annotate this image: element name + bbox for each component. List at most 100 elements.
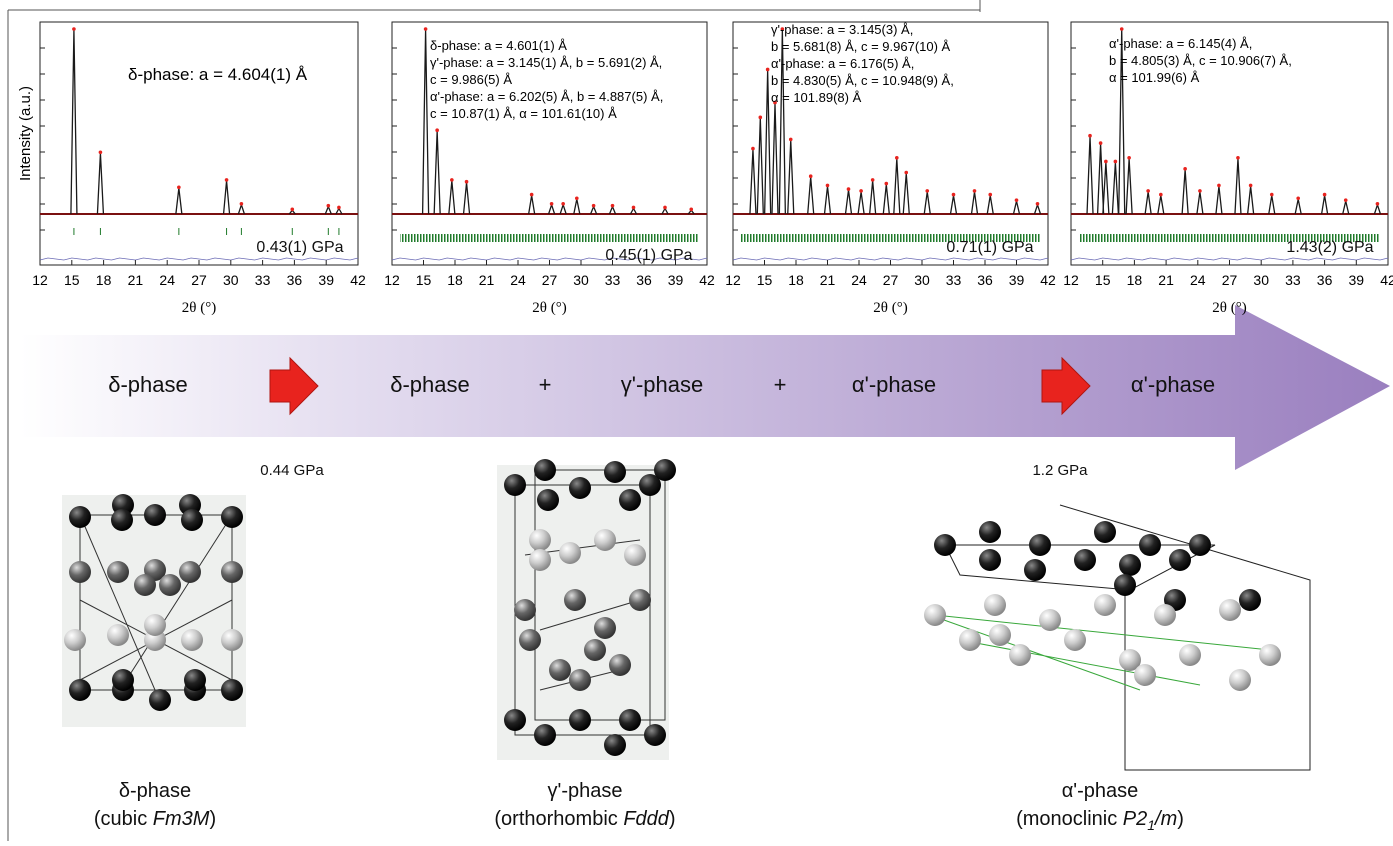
atom [654,459,676,481]
observed-point [549,202,554,206]
phase-label: α'-phase [852,372,936,397]
atom [1024,559,1046,581]
observed-point [1119,27,1124,31]
atom [107,561,129,583]
peak [857,191,865,215]
atom [64,629,86,651]
observed-point [751,146,755,151]
peak [1157,195,1165,215]
observed-point [758,115,763,120]
symmetry: Fddd [623,808,669,830]
peak [787,140,795,215]
atom [594,617,616,639]
peak [1320,195,1329,215]
x-tick-label: 36 [1317,272,1333,288]
atom [644,724,666,746]
observed-point [788,137,793,142]
crystal-structures [64,459,1311,771]
x-tick-label: 42 [1040,272,1056,288]
x-tick-label: 24 [1190,272,1206,288]
atom [69,506,91,528]
observed-point [1375,202,1380,206]
phase-label: δ-phase [108,372,188,397]
x-tick-label: 18 [96,272,112,288]
annotation: α'-phase: a = 6.145(4) Å, [1109,36,1252,51]
atom [604,734,626,756]
atom [111,509,133,531]
x-tick-label: 21 [128,272,144,288]
x-tick-label: 33 [255,272,271,288]
observed-point [72,27,76,31]
peak [70,29,78,215]
observed-point [591,203,596,208]
caption-text: ) [1177,808,1184,830]
peak [237,202,246,215]
observed-point [765,67,770,72]
peak [175,188,183,215]
x-tick-label: 27 [883,272,899,288]
peak [771,103,779,215]
x-tick-label: 12 [725,272,741,288]
observed-point [1217,183,1221,188]
peak [1196,191,1204,215]
atom [1229,669,1251,691]
caption-text: ) [209,808,216,830]
x-tick-label: 33 [605,272,621,288]
annotation: δ-phase: a = 4.604(1) Å [128,65,308,84]
structure-caption: (orthorhombic Fddd) [494,808,675,830]
observed-point [326,203,331,208]
atom [1169,549,1191,571]
observed-point [780,27,785,31]
atom [1119,554,1141,576]
peak [970,191,979,215]
peak [433,131,441,215]
structure-name: γ'-phase [548,780,623,802]
x-tick-label: 42 [1380,272,1393,288]
transition-arrow [1041,356,1091,416]
x-tick-label: 33 [946,272,962,288]
peak [882,184,890,215]
atom [1189,534,1211,556]
peak [1096,144,1105,215]
caption-text: (monoclinic [1016,808,1123,830]
observed-point [808,174,813,178]
atom [69,679,91,701]
atom [594,529,616,551]
observed-point [450,178,454,182]
atom [504,709,526,731]
atom [1009,644,1031,666]
x-tick-label: 36 [977,272,993,288]
observed-point [98,150,103,155]
y-axis-label: Intensity (a.u.) [17,86,34,181]
peak [902,173,910,215]
observed-point [895,156,899,160]
atom [979,549,1001,571]
atom [149,689,171,711]
atom [144,614,166,636]
atom [604,461,626,483]
observed-point [1035,202,1040,206]
plus-sign: + [539,372,552,397]
atom [984,594,1006,616]
annotation: δ-phase: a = 4.601(1) Å [430,38,567,53]
atom [519,629,541,651]
pressure-label: 0.43(1) GPa [256,239,343,256]
observed-point [859,189,863,193]
atom [112,669,134,691]
peak [1125,158,1133,215]
peak [1144,191,1152,215]
x-tick-label: 24 [851,272,867,288]
observed-point [988,192,993,197]
atom [181,629,203,651]
x-tick-label: 12 [1063,272,1079,288]
peak [1342,200,1350,215]
peak [528,195,536,215]
peak [1234,158,1242,215]
observed-point [1236,156,1240,160]
observed-point [1248,183,1253,188]
peak [1181,169,1189,215]
peak [1086,136,1094,215]
difference-curve [732,257,1049,261]
atom [514,599,536,621]
